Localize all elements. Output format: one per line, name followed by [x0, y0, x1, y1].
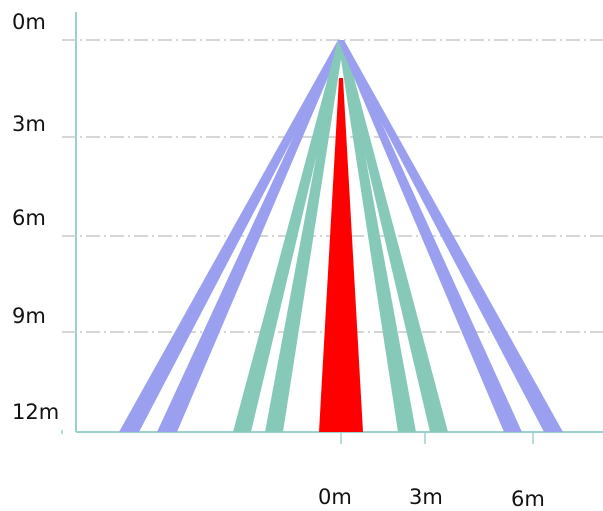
x-label-0m: 0m — [318, 485, 352, 509]
outer-left-1 — [119, 40, 344, 432]
outer-left-2 — [157, 40, 344, 432]
inner-left-2 — [265, 40, 344, 432]
inner-left-1 — [233, 40, 344, 432]
inner-right-2 — [338, 40, 448, 432]
beam-pattern — [119, 40, 563, 432]
y-label-6m: 6m — [12, 206, 46, 230]
outer-right-1 — [338, 40, 522, 432]
y-label-9m: 9m — [12, 304, 46, 328]
y-label-3m: 3m — [12, 112, 46, 136]
x-axis-ticks — [61, 430, 534, 444]
y-label-0m: 0m — [12, 10, 46, 34]
y-label-12m: 12m — [12, 400, 60, 424]
inner-right-1 — [338, 40, 416, 432]
x-label-6m: 6m — [511, 487, 545, 511]
outer-right-2 — [338, 40, 563, 432]
x-label-3m: 3m — [409, 485, 443, 509]
center-beam — [319, 78, 363, 432]
